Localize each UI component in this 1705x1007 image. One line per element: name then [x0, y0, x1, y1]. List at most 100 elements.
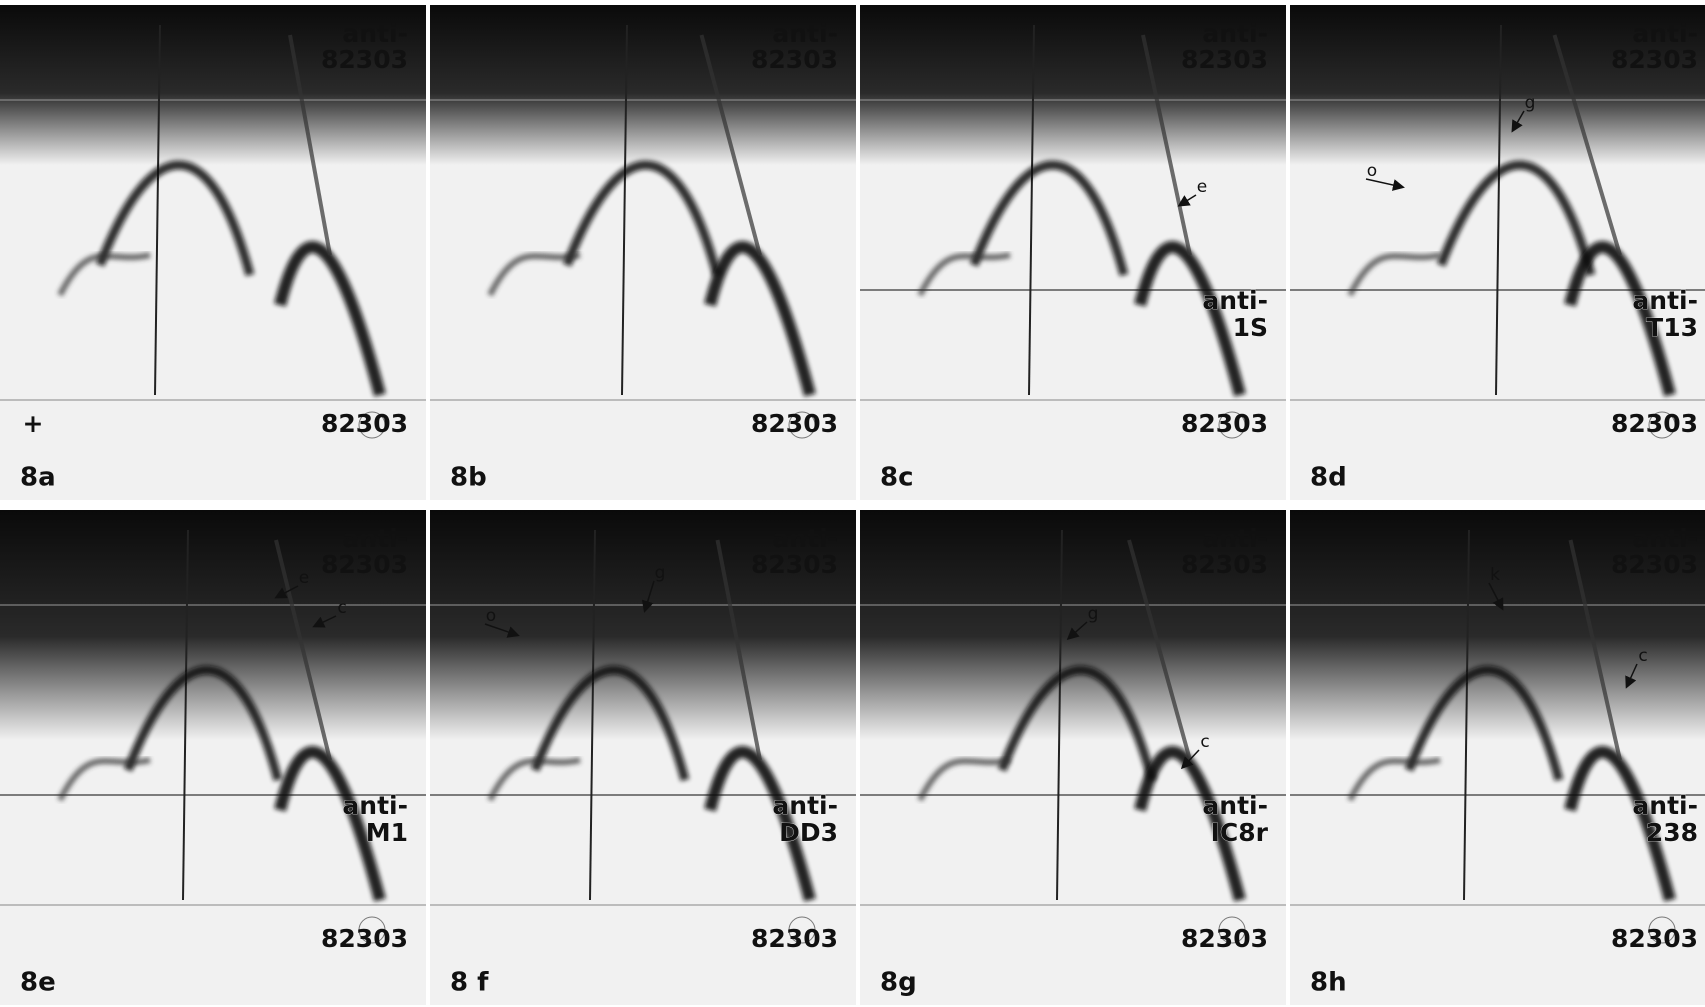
dark-top — [1290, 510, 1705, 740]
top-label: 82303 — [751, 550, 838, 579]
precipitin-arc — [1436, 160, 1596, 277]
top-label: anti- — [772, 524, 838, 553]
panel-label: 8a — [20, 463, 56, 493]
annotation: c — [1200, 732, 1209, 752]
bottom-label: 82303 — [321, 409, 408, 438]
mid-label: anti- — [1632, 286, 1698, 315]
precipitin-arc — [57, 757, 151, 802]
annotation: o — [486, 606, 496, 626]
top-label: 82303 — [1611, 550, 1698, 579]
mid-label: M1 — [366, 818, 408, 847]
dark-top — [860, 5, 1286, 165]
top-label: 82303 — [1181, 45, 1268, 74]
annotation-arrow — [312, 615, 337, 628]
precipitin-line — [1552, 34, 1622, 256]
precipitin-line — [589, 529, 596, 901]
annotation: + — [23, 409, 44, 438]
annotation: k — [1490, 565, 1500, 585]
mid-label: anti- — [1202, 791, 1268, 820]
annotation-arrow — [641, 580, 655, 613]
precipitin-line — [621, 24, 628, 396]
top-label: 82303 — [751, 45, 838, 74]
precipitin-arc — [1564, 241, 1676, 397]
precipitin-arc — [1347, 757, 1441, 802]
mid-label: anti- — [1632, 791, 1698, 820]
precipitin-arc — [1564, 746, 1676, 902]
annotation-arrow — [1177, 194, 1197, 207]
precipitin-arc — [530, 665, 690, 782]
precipitin-line — [274, 539, 332, 761]
precipitin-arc — [1347, 252, 1441, 297]
panel-label: 8h — [1310, 968, 1347, 998]
annotation-arrow — [1488, 582, 1504, 611]
bottom-label: 82303 — [1181, 924, 1268, 953]
top-label: anti- — [1632, 524, 1698, 553]
panel-label: 8c — [880, 463, 914, 493]
precipitin-line — [1495, 24, 1502, 396]
antigen-well — [358, 411, 386, 439]
top-label: anti- — [1202, 524, 1268, 553]
annotation-arrow — [274, 585, 299, 599]
antigen-well — [788, 411, 816, 439]
bottom-label: 82303 — [1611, 409, 1698, 438]
dark-top — [430, 5, 856, 165]
precipitin-arc — [969, 160, 1129, 277]
precipitin-arc — [917, 252, 1011, 297]
precipitin-line — [1141, 34, 1192, 256]
antigen-well — [1648, 916, 1676, 944]
annotation: g — [1525, 93, 1536, 113]
precipitin-arc — [487, 252, 581, 297]
antigen-well — [788, 916, 816, 944]
antigen-well — [1648, 411, 1676, 439]
bottom-label: 82303 — [751, 409, 838, 438]
mid-label: anti- — [772, 791, 838, 820]
precipitin-arc — [95, 160, 255, 277]
mid-label: 238 — [1646, 818, 1698, 847]
precipitin-arc — [562, 160, 722, 277]
dark-top — [0, 510, 426, 740]
panel-label: 8 f — [450, 968, 489, 998]
annotation: c — [1638, 646, 1647, 666]
precipitin-line — [715, 539, 762, 761]
top-label: 82303 — [321, 550, 408, 579]
bottom-label: 82303 — [1181, 409, 1268, 438]
panel-label: 8b — [450, 463, 487, 493]
top-label: 82303 — [1611, 45, 1698, 74]
precipitin-line — [1056, 529, 1063, 901]
precipitin-arc — [704, 241, 816, 397]
mid-label: anti- — [1202, 286, 1268, 315]
precipitin-line — [288, 34, 332, 256]
precipitin-arc — [704, 746, 816, 902]
top-label: anti- — [342, 19, 408, 48]
annotation-arrow — [1625, 663, 1638, 689]
mid-label: DD3 — [779, 818, 838, 847]
mid-label: 1S — [1233, 313, 1268, 342]
precipitin-arc — [274, 241, 386, 397]
precipitin-line — [1127, 539, 1192, 761]
annotation-arrow — [1066, 621, 1088, 640]
annotation-arrow — [1511, 110, 1525, 133]
dark-top — [1290, 5, 1705, 165]
panel-label: 8g — [880, 968, 917, 998]
precipitin-arc — [57, 252, 151, 297]
precipitin-line — [1028, 24, 1035, 396]
panel-label: 8e — [20, 968, 56, 998]
precipitin-arc — [917, 757, 1011, 802]
top-label: 82303 — [321, 45, 408, 74]
antigen-well — [1218, 411, 1246, 439]
dark-top — [430, 510, 856, 740]
dark-top — [860, 510, 1286, 740]
annotation-arrow — [1180, 749, 1200, 770]
annotation-arrow — [1365, 178, 1405, 191]
bottom-label: 82303 — [751, 924, 838, 953]
panel-label: 8d — [1310, 463, 1347, 493]
